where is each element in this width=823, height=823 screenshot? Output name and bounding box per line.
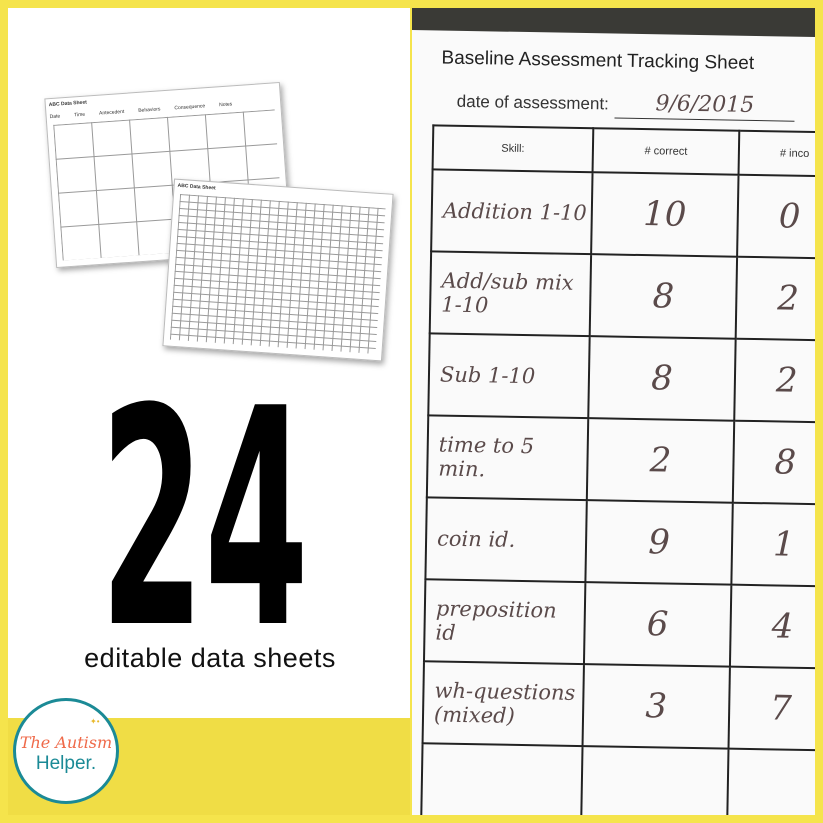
table-row: coin id. 9 1 bbox=[425, 497, 815, 587]
skill: wh-questions (mixed) bbox=[422, 661, 584, 747]
headline-subtitle: editable data sheets bbox=[84, 643, 336, 673]
tracking-table: Skill: # correct # inco Addition 1-10 10 0 A… bbox=[420, 124, 815, 815]
correct: 6 bbox=[583, 582, 732, 667]
skill: Addition 1-10 bbox=[431, 169, 593, 255]
table-row: preposition id 6 4 bbox=[423, 579, 815, 669]
logo-line2: Helper. bbox=[35, 753, 97, 774]
skill: Sub 1-10 bbox=[428, 333, 590, 419]
table-row: Addition 1-10 10 0 bbox=[431, 169, 815, 260]
table-row: Add/sub mix 1-10 8 2 bbox=[429, 251, 815, 341]
stars-icon: ✦• bbox=[90, 717, 100, 726]
correct: 8 bbox=[588, 336, 736, 421]
column: Behaviors bbox=[138, 106, 161, 114]
tracking-sheet-photo: Baseline Assessment Tracking Sheet date … bbox=[412, 8, 815, 815]
column: Consequence bbox=[174, 103, 206, 112]
table-row: wh-questions (mixed) 3 7 bbox=[422, 661, 815, 751]
header-incorrect: # inco bbox=[738, 130, 815, 178]
column: Antecedent bbox=[98, 108, 125, 117]
abc-grid-sheet-thumbnail: ABC Data Sheet bbox=[162, 178, 394, 362]
table-row: Sub 1-10 8 2 bbox=[428, 333, 815, 423]
table-row: time to 5 min. 2 8 bbox=[426, 415, 815, 505]
date-value: 9/6/2015 bbox=[614, 89, 796, 122]
correct: 3 bbox=[582, 664, 730, 749]
column: Time bbox=[73, 111, 86, 119]
date-label: date of assessment: bbox=[456, 91, 610, 114]
incorrect: 0 bbox=[737, 174, 815, 260]
correct: 2 bbox=[586, 418, 735, 503]
column: Notes bbox=[218, 101, 233, 109]
incorrect: 8 bbox=[732, 420, 815, 505]
the-autism-helper-logo: ✦• The Autism Helper. bbox=[13, 698, 119, 804]
incorrect: 7 bbox=[728, 666, 815, 751]
skill: coin id. bbox=[425, 497, 587, 583]
skill: time to 5 min. bbox=[426, 415, 589, 501]
incorrect: 2 bbox=[735, 256, 815, 341]
skill: preposition id bbox=[423, 579, 586, 665]
correct: 8 bbox=[589, 254, 738, 339]
logo-line1: The Autism bbox=[19, 733, 113, 752]
sheet-title: Baseline Assessment Tracking Sheet bbox=[441, 47, 755, 74]
date-line: date of assessment: 9/6/2015 bbox=[456, 87, 796, 123]
headline-number: 24 bbox=[100, 345, 309, 694]
column: Date bbox=[49, 113, 61, 121]
header-skill: Skill: bbox=[432, 125, 594, 173]
correct: 9 bbox=[585, 500, 733, 585]
incorrect: 4 bbox=[729, 584, 815, 669]
incorrect: 2 bbox=[734, 338, 815, 423]
incorrect: 1 bbox=[731, 502, 815, 587]
header-correct: # correct bbox=[592, 128, 740, 175]
left-panel: ABC Data Sheet Date Time Antecedent Beha… bbox=[8, 8, 410, 718]
correct: 10 bbox=[591, 172, 739, 257]
skill: Add/sub mix 1-10 bbox=[429, 251, 592, 337]
